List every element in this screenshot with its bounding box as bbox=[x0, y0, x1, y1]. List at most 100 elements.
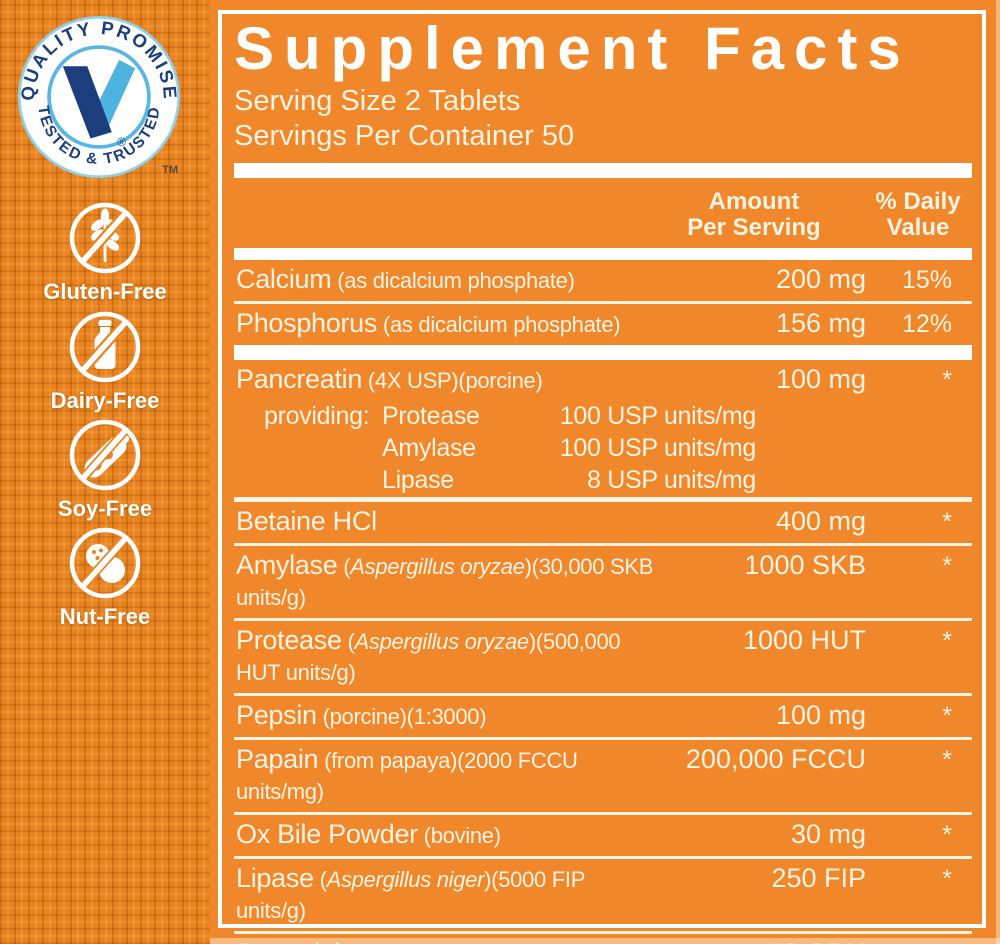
ingredient-name-text: Phosphorus bbox=[236, 307, 378, 338]
quality-promise-badge: QUALITY PROMISE TESTED & TRUSTED ® TM bbox=[14, 12, 184, 182]
amount-column-header: Amount Per Serving bbox=[687, 187, 821, 241]
daily-value: * bbox=[942, 745, 952, 774]
ingredient-detail: (as dicalcium phosphate) bbox=[331, 267, 575, 293]
row-divider bbox=[234, 736, 972, 740]
ingredient-name-text: Pancreatin bbox=[236, 363, 363, 394]
ingredient-name-text: Pepsin bbox=[236, 699, 317, 730]
quality-promise-seal-icon: QUALITY PROMISE TESTED & TRUSTED ® bbox=[17, 15, 181, 179]
daily-value-column-header: % Daily Value bbox=[875, 187, 961, 241]
ingredient-detail: (porcine)(1:3000) bbox=[316, 703, 487, 729]
ingredient-name: Ox Bile Powder (bovine) bbox=[236, 819, 654, 850]
species-name: Aspergillus niger bbox=[326, 866, 485, 892]
ingredient-row: Ox Bile Powder (bovine) 30 mg * bbox=[234, 815, 972, 856]
ingredient-name: Betaine HCl bbox=[236, 506, 654, 537]
row-divider bbox=[234, 855, 972, 859]
ingredient-name-text: Bromelain bbox=[236, 938, 355, 944]
daily-value: * bbox=[942, 626, 952, 655]
subrow-enzyme-name: Amylase bbox=[382, 433, 476, 462]
ingredient-row: Pepsin (porcine)(1:3000) 100 mg * bbox=[234, 696, 972, 737]
trademark-mark: TM bbox=[162, 164, 178, 176]
ingredient-detail: (bovine) bbox=[417, 822, 501, 848]
ingredient-name: Protease (Aspergillus oryzae)(500,000 HU… bbox=[236, 625, 654, 687]
row-divider bbox=[234, 692, 972, 696]
ingredient-name: Amylase (Aspergillus oryzae)(30,000 SKB … bbox=[236, 550, 654, 612]
row-divider bbox=[234, 300, 972, 304]
ingredient-name-text: Lipase bbox=[236, 862, 314, 893]
ingredient-row: Phosphorus (as dicalcium phosphate) 156 m… bbox=[234, 304, 972, 345]
serving-size: Serving Size 2 Tablets bbox=[234, 85, 521, 118]
ingredient-row: Protease (Aspergillus oryzae)(500,000 HU… bbox=[234, 621, 972, 693]
dairy-free-badge: Dairy-Free bbox=[0, 307, 210, 414]
row-divider bbox=[234, 930, 972, 934]
amount-per-serving: 1000 SKB bbox=[744, 549, 866, 580]
nut-free-label: Nut-Free bbox=[59, 604, 151, 629]
badge-rail: QUALITY PROMISE TESTED & TRUSTED ® TM bbox=[0, 0, 210, 944]
ingredient-detail: (Aspergillus niger)(5000 FIP units/g) bbox=[236, 866, 585, 923]
amount-per-serving: 200 mg bbox=[775, 263, 866, 294]
row-divider bbox=[234, 496, 972, 502]
ingredient-name: Lipase (Aspergillus niger)(5000 FIP unit… bbox=[236, 863, 654, 925]
row-divider bbox=[234, 811, 972, 815]
ingredient-detail: (Aspergillus oryzae)(30,000 SKB units/g) bbox=[236, 553, 654, 610]
ingredient-name-text: Ox Bile Powder bbox=[236, 818, 418, 849]
v-logo-icon: ® bbox=[62, 59, 136, 149]
ingredient-detail: (from papaya)(2000 FCCU units/mg) bbox=[236, 747, 578, 804]
servings-per-container: Servings Per Container 50 bbox=[234, 120, 575, 153]
subrow-amount: 8 USP units/mg bbox=[586, 465, 756, 494]
amount-per-serving: 100 mg bbox=[775, 363, 866, 394]
ingredient-name: Pepsin (porcine)(1:3000) bbox=[236, 700, 654, 731]
subrow-amount: 100 USP units/mg bbox=[559, 433, 757, 462]
ingredient-subrow: Amylase 100 USP units/mg bbox=[234, 433, 972, 465]
daily-value: 12% bbox=[901, 309, 952, 338]
soy-free-badge: Soy-Free bbox=[0, 415, 210, 522]
subrow-enzyme-name: Lipase bbox=[382, 465, 454, 494]
ingredient-name-text: Amylase bbox=[236, 549, 338, 580]
ingredient-row: Betaine HCl 400 mg * bbox=[234, 502, 972, 543]
ingredient-name: Calcium (as dicalcium phosphate) bbox=[236, 264, 654, 295]
ingredient-row: Lipase (Aspergillus niger)(5000 FIP unit… bbox=[234, 859, 972, 931]
supplement-facts-panel: Supplement Facts Serving Size 2 Tablets … bbox=[210, 0, 1000, 944]
ingredient-row: Papain (from papaya)(2000 FCCU units/mg)… bbox=[234, 740, 972, 812]
daily-value: * bbox=[942, 701, 952, 730]
ingredient-name: Pancreatin (4X USP)(porcine) bbox=[236, 364, 654, 395]
ingredient-name-text: Betaine HCl bbox=[236, 505, 377, 536]
amount-per-serving: 30 mg bbox=[790, 818, 866, 849]
ingredient-subrow: providing: Protease 100 USP units/mg bbox=[234, 401, 972, 433]
amount-per-serving: 156 mg bbox=[775, 307, 866, 338]
daily-value: * bbox=[942, 864, 952, 893]
daily-value: * bbox=[942, 551, 952, 580]
facts-frame: Supplement Facts Serving Size 2 Tablets … bbox=[218, 10, 986, 944]
species-name: Aspergillus oryzae bbox=[354, 628, 530, 654]
ingredient-subrow: Lipase 8 USP units/mg bbox=[234, 465, 972, 497]
facts-title: Supplement Facts bbox=[234, 15, 911, 82]
ingredient-row: Pancreatin (4X USP)(porcine) 100 mg * bbox=[234, 360, 972, 401]
row-divider bbox=[234, 344, 972, 360]
ingredient-detail: (4X USP)(porcine) bbox=[362, 367, 543, 393]
row-divider bbox=[234, 542, 972, 546]
ingredient-name: Papain (from papaya)(2000 FCCU units/mg) bbox=[236, 744, 654, 806]
daily-value: * bbox=[942, 507, 952, 536]
ingredient-detail: (Aspergillus oryzae)(500,000 HUT units/g… bbox=[236, 628, 621, 685]
amount-per-serving: 12 GDU bbox=[654, 938, 866, 944]
ingredient-row: Amylase (Aspergillus oryzae)(30,000 SKB … bbox=[234, 546, 972, 618]
daily-value: * bbox=[942, 365, 952, 394]
amount-per-serving: 100 mg bbox=[775, 699, 866, 730]
subrow-enzyme-name: Protease bbox=[382, 401, 480, 430]
ingredient-name: Phosphorus (as dicalcium phosphate) bbox=[236, 308, 654, 339]
daily-value: * bbox=[942, 820, 952, 849]
subrow-amount: 100 USP units/mg bbox=[559, 401, 757, 430]
nut-free-badge: Nut-Free bbox=[0, 523, 210, 630]
ingredient-name: Bromelain (from pineapple)(2400 GDU/g) bbox=[236, 938, 654, 944]
section-bar bbox=[234, 162, 972, 178]
ingredient-name-text: Papain bbox=[236, 743, 319, 774]
ingredient-rows: Calcium (as dicalcium phosphate) 200 mg 15… bbox=[234, 260, 972, 944]
registered-mark: ® bbox=[117, 136, 126, 149]
amount-per-serving: 250 FIP bbox=[771, 862, 866, 893]
daily-value: * bbox=[866, 940, 970, 944]
ingredient-row: Bromelain (from pineapple)(2400 GDU/g)12… bbox=[234, 934, 972, 944]
ingredient-name-text: Protease bbox=[236, 624, 342, 655]
section-bar bbox=[234, 247, 972, 260]
column-headers: Amount Per Serving % Daily Value bbox=[234, 178, 972, 248]
gluten-free-label: Gluten-Free bbox=[43, 279, 167, 304]
